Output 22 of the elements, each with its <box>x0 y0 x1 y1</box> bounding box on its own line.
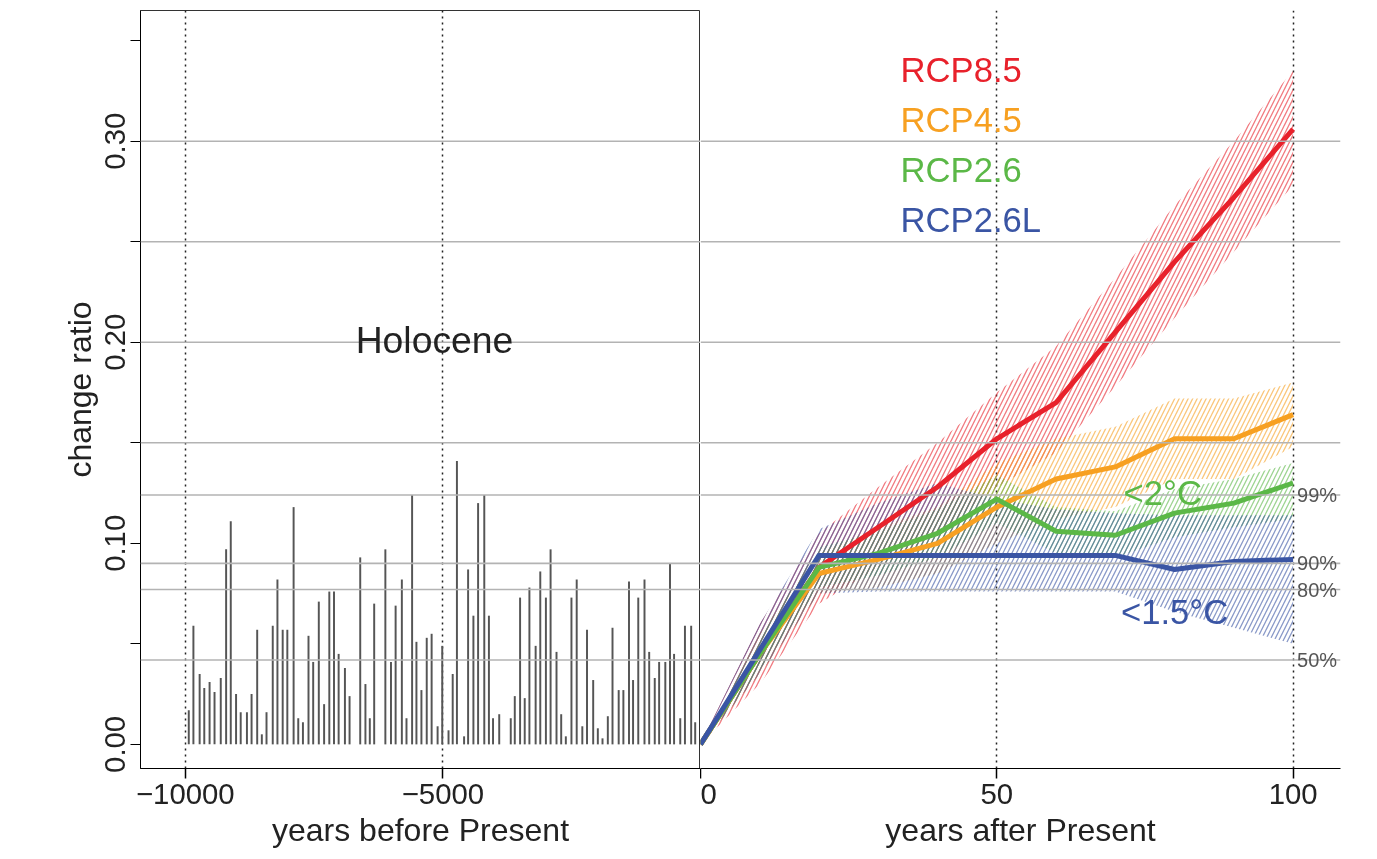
annotation: 80% <box>1297 578 1338 601</box>
y-tick-label: 0.30 <box>98 112 132 170</box>
text: RCP2.6L <box>900 200 1042 239</box>
text: RCP4.5 <box>900 100 1022 139</box>
y-tick-label: 0.00 <box>98 715 132 773</box>
annotation: 99% <box>1297 484 1338 507</box>
text: RCP2.6 <box>900 150 1022 189</box>
annotation: 90% <box>1297 552 1338 575</box>
text: RCP8.5 <box>900 50 1022 89</box>
x-axis-title: years after Present <box>885 811 1156 848</box>
annotation: <2°C <box>1123 474 1202 513</box>
y-tick-label: 0.20 <box>98 313 132 371</box>
x-axis-title: years before Present <box>271 811 570 848</box>
x-tick-label: −10000 <box>135 776 235 810</box>
y-tick-label: 0.10 <box>98 514 132 572</box>
y-axis-title: change ratio <box>61 301 98 478</box>
x-tick-label: 0 <box>700 776 717 810</box>
annotation: Holocene <box>355 318 514 361</box>
x-tick-label: 100 <box>1268 776 1318 810</box>
x-tick-label: 50 <box>980 776 1014 810</box>
annotation: 50% <box>1297 648 1338 671</box>
x-tick-label: −5000 <box>401 776 485 810</box>
